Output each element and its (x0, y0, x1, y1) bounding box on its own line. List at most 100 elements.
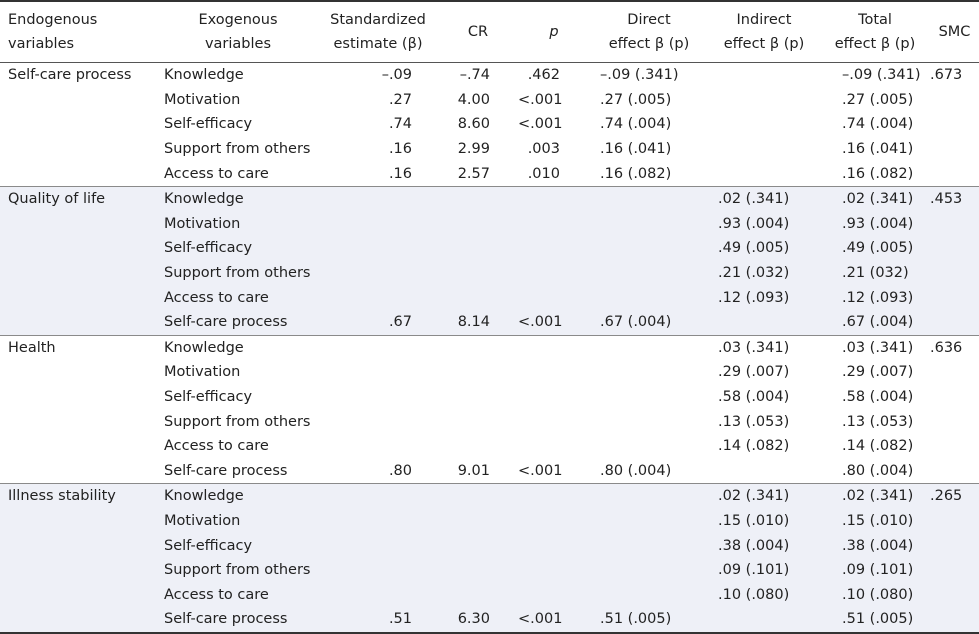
smc-cell (930, 236, 979, 261)
p-value-cell (518, 434, 590, 459)
table-row: Illness stability Knowledge .02 (.341) .02 … (0, 483, 979, 509)
endogenous-cell (0, 309, 158, 336)
cr-cell (438, 236, 518, 261)
endogenous-cell: Self-care process (8, 67, 132, 84)
p-value-cell: <.001 (518, 462, 563, 479)
exogenous-cell: Motivation (164, 364, 241, 381)
p-value-cell (518, 211, 590, 237)
direct-effect-cell (590, 533, 708, 558)
std-estimate-cell (318, 285, 438, 310)
header-total: Total effect β (p) (820, 0, 930, 63)
smc-cell: .453 (930, 185, 979, 212)
header-indirect: Indirect effect β (p) (708, 0, 820, 63)
endogenous-cell (0, 533, 158, 558)
endogenous-cell (0, 88, 158, 113)
total-effect-cell: .51 (.005) (820, 607, 930, 634)
direct-effect-cell (590, 236, 708, 261)
table-row: Self-efficacy .38 (.004) .38 (.004) (0, 533, 979, 558)
indirect-effect-cell: .15 (.010) (708, 508, 820, 534)
table-row: Quality of life Knowledge .02 (.341) .02 (.… (0, 185, 979, 212)
direct-effect-cell (590, 385, 708, 410)
endogenous-cell (0, 434, 158, 459)
smc-cell (930, 309, 979, 336)
indirect-effect-cell: .10 (.080) (708, 582, 820, 608)
p-value-cell (518, 582, 590, 608)
smc-cell (930, 557, 979, 583)
indirect-effect-cell: .21 (.032) (708, 260, 820, 286)
indirect-effect-cell (708, 112, 820, 137)
cr-cell: –.74 (459, 67, 490, 84)
cr-cell: 4.00 (457, 91, 490, 108)
header-endogenous: Endogenous variables (0, 0, 158, 63)
total-effect-cell: .27 (.005) (842, 91, 914, 108)
direct-effect-cell (590, 260, 708, 286)
total-effect-cell: .80 (.004) (842, 462, 914, 479)
smc-cell (930, 508, 979, 534)
cr-cell: 9.01 (457, 462, 490, 479)
endogenous-cell (0, 409, 158, 434)
header-exogenous: Exogenous variables (158, 0, 318, 63)
direct-effect-cell (590, 185, 708, 212)
header-cr: CR (438, 0, 518, 63)
total-effect-cell: .12 (.093) (820, 285, 930, 310)
indirect-effect-cell (708, 459, 820, 484)
header-smc: SMC (930, 0, 979, 63)
endogenous-cell: Quality of life (0, 185, 158, 212)
total-effect-cell: .16 (.041) (842, 141, 914, 158)
table-row: Motivation .93 (.004) .93 (.004) (0, 211, 979, 237)
table-row: Self-care process .80 9.01 <.001 .80 (.004).… (0, 459, 979, 484)
header-exogenous-line1: Exogenous (198, 12, 278, 28)
p-value-cell (518, 260, 590, 286)
indirect-effect-cell (708, 63, 820, 88)
p-value-cell: <.001 (518, 607, 590, 634)
cr-cell (438, 185, 518, 212)
smc-cell (930, 260, 979, 286)
indirect-effect-cell: .38 (.004) (708, 533, 820, 558)
exogenous-cell: Knowledge (164, 67, 244, 84)
total-effect-cell: .09 (.101) (820, 557, 930, 583)
smc-cell (930, 360, 979, 385)
header-endogenous-line1: Endogenous (8, 12, 98, 28)
total-effect-cell: .38 (.004) (820, 533, 930, 558)
indirect-effect-cell: .02 (.341) (708, 185, 820, 212)
indirect-effect-cell: .29 (.007) (718, 364, 790, 381)
smc-cell (930, 211, 979, 237)
std-estimate-cell (318, 434, 438, 459)
indirect-effect-cell: .09 (.101) (708, 557, 820, 583)
direct-effect-cell: .74 (.004) (600, 116, 672, 133)
header-row: Endogenous variables Exogenous variables… (0, 0, 979, 63)
indirect-effect-cell: .49 (.005) (708, 236, 820, 261)
p-value-cell (518, 508, 590, 534)
std-estimate-cell (318, 533, 438, 558)
table-row: Access to care .12 (.093) .12 (.093) (0, 285, 979, 310)
direct-effect-cell (590, 211, 708, 237)
cr-cell: 8.60 (457, 116, 490, 133)
exogenous-cell: Self-care process (158, 607, 318, 634)
smc-cell (930, 88, 979, 113)
exogenous-cell: Access to care (158, 285, 318, 310)
smc-cell (930, 434, 979, 459)
total-effect-cell: .13 (.053) (842, 413, 914, 430)
exogenous-cell: Self-efficacy (158, 533, 318, 558)
exogenous-cell: Motivation (158, 211, 318, 237)
endogenous-cell (0, 557, 158, 583)
indirect-effect-cell (708, 161, 820, 186)
smc-cell (930, 137, 979, 162)
p-value-cell (518, 533, 590, 558)
table-row: Access to care .14 (.082) .14 (.082) (0, 434, 979, 459)
header-direct-line1: Direct (627, 12, 671, 28)
smc-cell (930, 161, 979, 186)
std-estimate-cell (318, 557, 438, 583)
cr-cell (438, 211, 518, 237)
indirect-effect-cell (708, 607, 820, 634)
std-estimate-cell (318, 334, 438, 361)
std-estimate-cell (318, 508, 438, 534)
exogenous-cell: Knowledge (158, 185, 318, 212)
table-body: Self-care process Knowledge –.09 –.74.462 –.… (0, 63, 979, 634)
header-total-line2: effect β (p) (834, 36, 916, 52)
std-estimate-cell: .51 (318, 607, 438, 634)
total-effect-cell: .67 (.004) (820, 309, 930, 336)
total-effect-cell: .93 (.004) (820, 211, 930, 237)
exogenous-cell: Support from others (158, 557, 318, 583)
